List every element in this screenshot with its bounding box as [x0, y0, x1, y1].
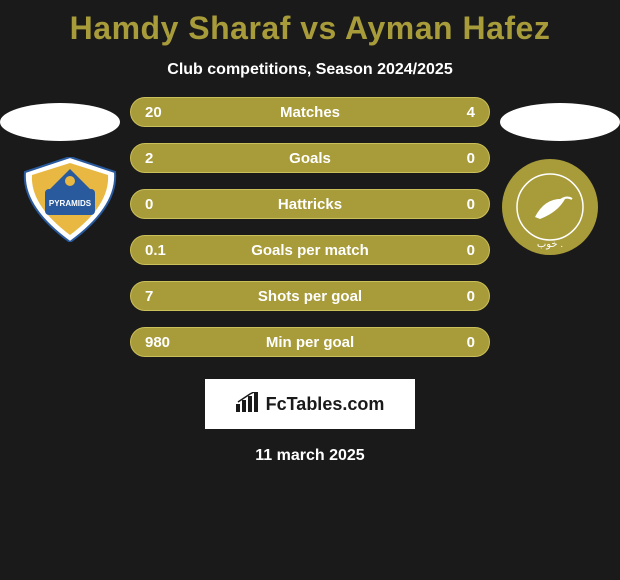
branding-text: FcTables.com — [266, 394, 385, 415]
stat-right-value: 0 — [435, 288, 475, 305]
stat-left-value: 2 — [145, 150, 185, 167]
branding-badge: FcTables.com — [205, 379, 415, 429]
stat-left-value: 20 — [145, 104, 185, 121]
svg-text:خوب .: خوب . — [537, 239, 563, 250]
stat-row-hattricks: 0 Hattricks 0 — [130, 189, 490, 219]
stat-left-value: 0.1 — [145, 242, 185, 259]
stat-label: Hattricks — [185, 196, 435, 213]
comparison-content: PYRAMIDS خوب . 20 Matches 4 2 Goals 0 0 … — [0, 97, 620, 465]
stat-row-min-per-goal: 980 Min per goal 0 — [130, 327, 490, 357]
player-right-club-badge: خوب . — [500, 157, 600, 257]
player-left-club-badge: PYRAMIDS — [20, 157, 120, 242]
stat-label: Matches — [185, 104, 435, 121]
stat-row-shots-per-goal: 7 Shots per goal 0 — [130, 281, 490, 311]
chart-icon — [236, 392, 260, 417]
date-label: 11 march 2025 — [0, 447, 620, 465]
stats-table: 20 Matches 4 2 Goals 0 0 Hattricks 0 0.1… — [130, 97, 490, 357]
stat-label: Shots per goal — [185, 288, 435, 305]
stat-right-value: 0 — [435, 334, 475, 351]
stat-right-value: 0 — [435, 242, 475, 259]
subtitle: Club competitions, Season 2024/2025 — [0, 61, 620, 79]
stat-right-value: 4 — [435, 104, 475, 121]
stat-left-value: 0 — [145, 196, 185, 213]
stat-label: Goals — [185, 150, 435, 167]
page-title: Hamdy Sharaf vs Ayman Hafez — [0, 0, 620, 47]
stat-right-value: 0 — [435, 196, 475, 213]
player-right-avatar — [500, 103, 620, 141]
stat-row-matches: 20 Matches 4 — [130, 97, 490, 127]
stat-label: Goals per match — [185, 242, 435, 259]
player-left-avatar — [0, 103, 120, 141]
svg-text:PYRAMIDS: PYRAMIDS — [49, 199, 92, 208]
stat-right-value: 0 — [435, 150, 475, 167]
stat-row-goals: 2 Goals 0 — [130, 143, 490, 173]
stat-label: Min per goal — [185, 334, 435, 351]
stat-left-value: 980 — [145, 334, 185, 351]
stat-row-goals-per-match: 0.1 Goals per match 0 — [130, 235, 490, 265]
stat-left-value: 7 — [145, 288, 185, 305]
